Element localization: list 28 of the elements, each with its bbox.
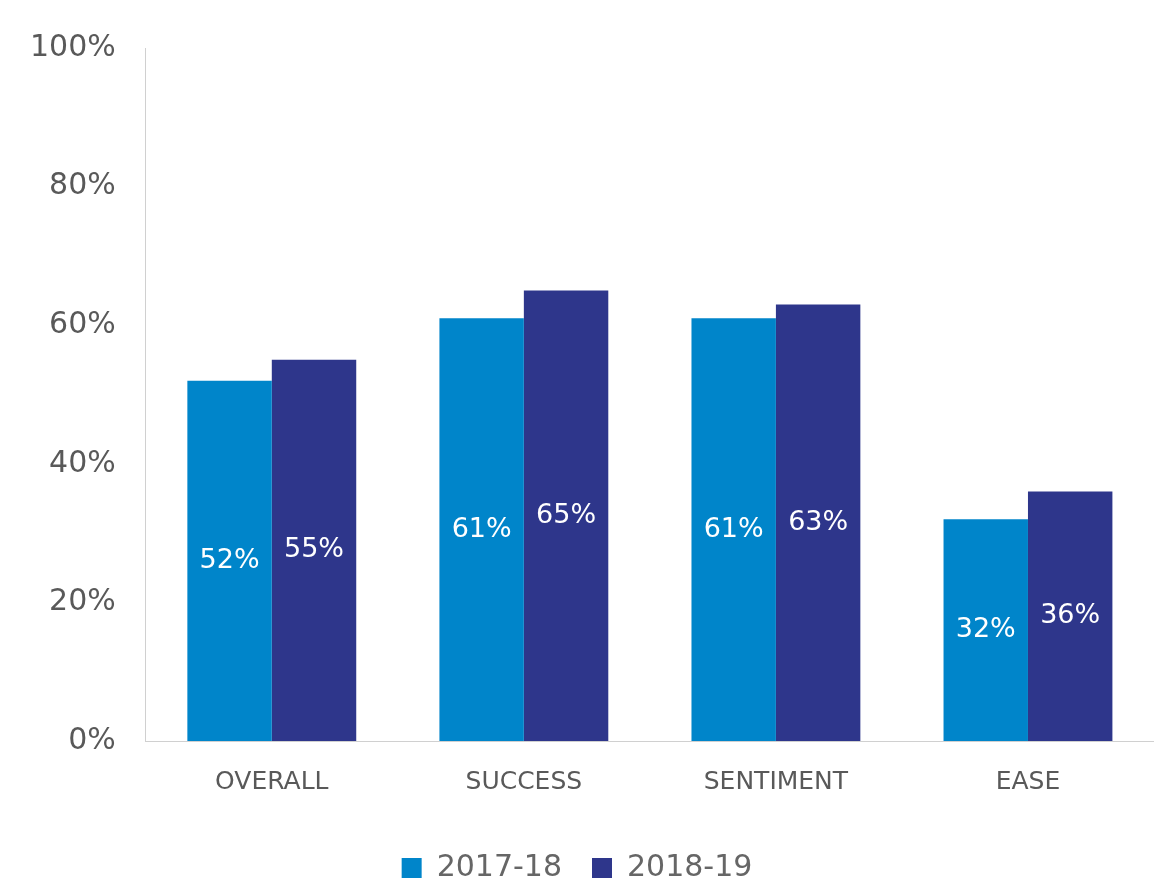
data-label: 36% (1040, 598, 1101, 630)
y-tick-label: 20% (49, 582, 116, 618)
data-label: 32% (955, 612, 1016, 644)
bar (187, 380, 272, 741)
y-tick-label: 60% (49, 305, 116, 340)
x-tick-label: EASE (995, 765, 1061, 795)
bar (691, 318, 776, 741)
y-tick-label: 100% (29, 27, 116, 63)
legend-label: 2017-18 (436, 847, 563, 883)
bar (439, 318, 524, 741)
x-tick-label: SENTIMENT (703, 765, 849, 795)
bar (775, 304, 861, 741)
x-tick-label: SUCCESS (465, 765, 583, 795)
y-tick-label: 40% (49, 443, 116, 479)
x-tick-label: OVERALL (215, 765, 329, 795)
data-label: 61% (703, 511, 764, 543)
data-label: 65% (536, 497, 597, 529)
bar (1027, 491, 1113, 741)
data-label: 52% (199, 542, 260, 574)
y-tick-label: 80% (49, 166, 116, 202)
data-label: 61% (451, 511, 512, 543)
data-label: 55% (284, 532, 345, 564)
y-tick-label: 0% (68, 720, 116, 756)
bar (943, 519, 1028, 741)
data-label: 63% (788, 504, 849, 536)
legend-label: 2018-19 (627, 847, 753, 883)
bar (271, 359, 357, 741)
bar (523, 290, 609, 741)
